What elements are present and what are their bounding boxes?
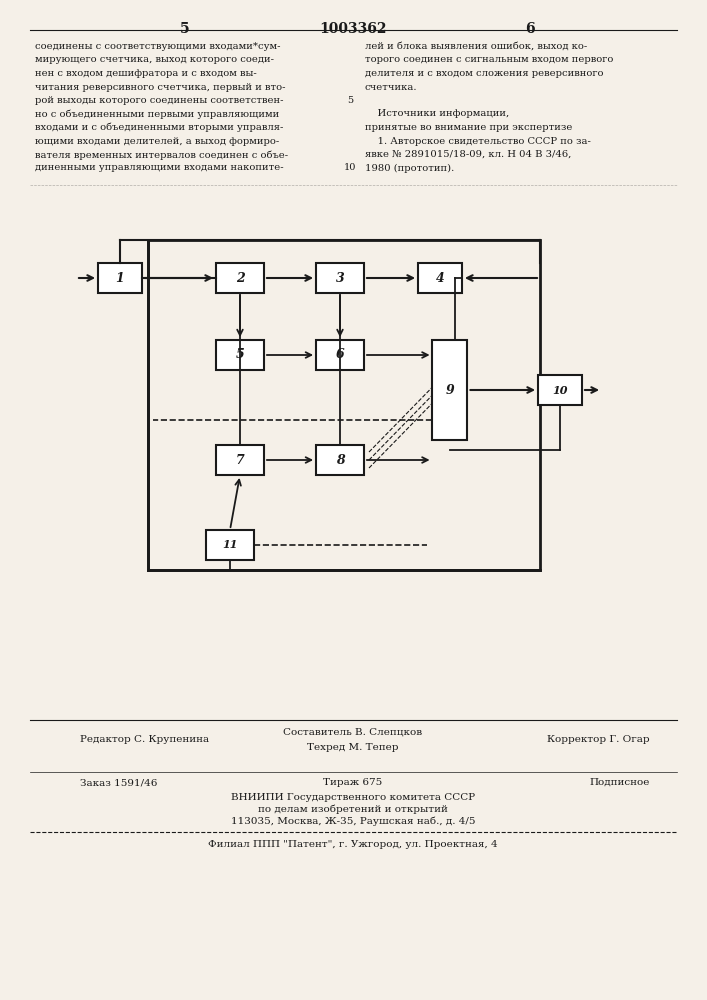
Text: ющими входами делителей, а выход формиро-: ющими входами делителей, а выход формиро… xyxy=(35,136,279,145)
Text: рой выходы которого соединены соответствен-: рой выходы которого соединены соответств… xyxy=(35,96,284,105)
Bar xyxy=(216,263,264,293)
Text: ВНИИПИ Государственного комитета СССР: ВНИИПИ Государственного комитета СССР xyxy=(231,793,475,802)
Text: Подписное: Подписное xyxy=(590,778,650,787)
Text: 1. Авторское свидетельство СССР по за-: 1. Авторское свидетельство СССР по за- xyxy=(365,136,591,145)
Text: Источники информации,: Источники информации, xyxy=(365,109,509,118)
Text: принятые во внимание при экспертизе: принятые во внимание при экспертизе xyxy=(365,123,573,132)
Text: счетчика.: счетчика. xyxy=(365,83,418,92)
Text: делителя и с входом сложения реверсивного: делителя и с входом сложения реверсивног… xyxy=(365,69,604,78)
Bar xyxy=(216,445,264,475)
Text: 10: 10 xyxy=(344,163,356,172)
Bar xyxy=(316,263,364,293)
Text: по делам изобретений и открытий: по делам изобретений и открытий xyxy=(258,805,448,814)
Bar xyxy=(418,263,462,293)
Text: 10: 10 xyxy=(552,384,568,395)
Bar xyxy=(433,340,467,440)
Text: Филиал ППП "Патент", г. Ужгород, ул. Проектная, 4: Филиал ППП "Патент", г. Ужгород, ул. Про… xyxy=(208,840,498,849)
Text: 1003362: 1003362 xyxy=(320,22,387,36)
Bar xyxy=(316,340,364,370)
Bar xyxy=(316,445,364,475)
Text: 5: 5 xyxy=(235,349,245,361)
Text: 6: 6 xyxy=(525,22,534,36)
Text: Техред М. Тепер: Техред М. Тепер xyxy=(308,743,399,752)
Text: диненными управляющими входами накопите-: диненными управляющими входами накопите- xyxy=(35,163,284,172)
Text: торого соединен с сигнальным входом первого: торого соединен с сигнальным входом перв… xyxy=(365,55,614,64)
Bar xyxy=(538,375,582,405)
Text: нен с входом дешифратора и с входом вы-: нен с входом дешифратора и с входом вы- xyxy=(35,69,257,78)
Text: явке № 2891015/18-09, кл. H 04 B 3/46,: явке № 2891015/18-09, кл. H 04 B 3/46, xyxy=(365,150,571,159)
Text: Корректор Г. Огар: Корректор Г. Огар xyxy=(547,735,650,744)
Text: входами и с объединенными вторыми управля-: входами и с объединенными вторыми управл… xyxy=(35,123,284,132)
Text: Заказ 1591/46: Заказ 1591/46 xyxy=(80,778,158,787)
Text: 9: 9 xyxy=(445,383,455,396)
Text: 1: 1 xyxy=(116,271,124,284)
Bar xyxy=(98,263,142,293)
Text: 113035, Москва, Ж-35, Раушская наб., д. 4/5: 113035, Москва, Ж-35, Раушская наб., д. … xyxy=(230,817,475,826)
Text: мирующего счетчика, выход которого соеди-: мирующего счетчика, выход которого соеди… xyxy=(35,55,274,64)
Text: 8: 8 xyxy=(336,454,344,466)
Text: лей и блока выявления ошибок, выход ко-: лей и блока выявления ошибок, выход ко- xyxy=(365,42,588,51)
Text: Редактор С. Крупенина: Редактор С. Крупенина xyxy=(80,735,209,744)
Bar xyxy=(206,530,254,560)
Text: но с объединенными первыми управляющими: но с объединенными первыми управляющими xyxy=(35,109,279,119)
Text: 1980 (прототип).: 1980 (прототип). xyxy=(365,163,455,173)
Text: Тираж 675: Тираж 675 xyxy=(323,778,382,787)
Text: читания реверсивного счетчика, первый и вто-: читания реверсивного счетчика, первый и … xyxy=(35,83,286,92)
Text: вателя временных интервалов соединен с объе-: вателя временных интервалов соединен с о… xyxy=(35,150,288,159)
Text: 2: 2 xyxy=(235,271,245,284)
Text: 3: 3 xyxy=(336,271,344,284)
Text: 5: 5 xyxy=(347,96,353,105)
Bar xyxy=(216,340,264,370)
Text: 11: 11 xyxy=(222,540,238,550)
Bar xyxy=(148,240,540,570)
Text: 4: 4 xyxy=(436,271,445,284)
Text: соединены с соответствующими входами*сум-: соединены с соответствующими входами*сум… xyxy=(35,42,281,51)
Text: Составитель В. Слепцков: Составитель В. Слепцков xyxy=(284,728,423,737)
Text: 7: 7 xyxy=(235,454,245,466)
Text: 6: 6 xyxy=(336,349,344,361)
Text: 5: 5 xyxy=(180,22,189,36)
